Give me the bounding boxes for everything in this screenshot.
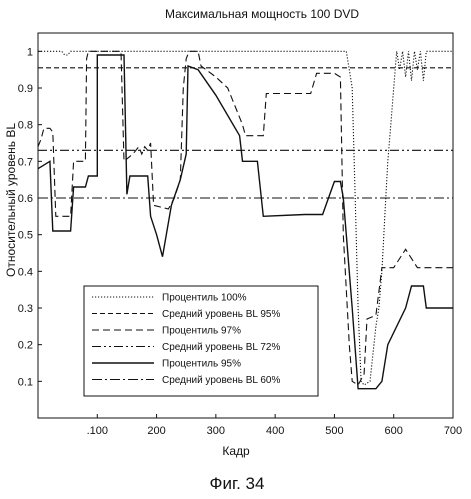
x-tick-label: 300 <box>207 425 225 437</box>
x-tick-label: 400 <box>266 425 284 437</box>
x-tick-label: 600 <box>385 425 403 437</box>
x-tick-label: 700 <box>444 425 462 437</box>
legend-label-4: Средний уровень BL 72% <box>162 342 280 353</box>
chart-title: Максимальная мощность 100 DVD <box>165 7 359 21</box>
figure-caption: Фиг. 34 <box>210 474 265 493</box>
y-tick-label: 0.1 <box>18 376 33 388</box>
y-tick-label: 0.6 <box>18 193 33 205</box>
y-tick-label: 0.8 <box>18 120 33 132</box>
y-tick-label: 0.2 <box>18 340 33 352</box>
x-tick-label: .100 <box>87 425 108 437</box>
y-tick-label: 0.5 <box>18 230 33 242</box>
x-axis-label: Кадр <box>222 444 250 458</box>
legend-label-2: Средний уровень BL 95% <box>162 309 280 320</box>
y-tick-label: 0.3 <box>18 303 33 315</box>
legend-label-6: Средний уровень BL 60% <box>162 375 280 386</box>
y-tick-label: 1 <box>27 46 33 58</box>
y-tick-label: 0.9 <box>18 83 33 95</box>
x-axis-ticks: .100 200 300 400 500 600 700 <box>87 414 463 437</box>
legend-label-5: Процентиль 95% <box>162 359 241 370</box>
legend-label-1: Процентиль 100% <box>162 293 247 304</box>
legend-label-3: Процентиль 97% <box>162 326 241 337</box>
x-tick-label: 500 <box>325 425 343 437</box>
y-tick-label: 0.7 <box>18 156 33 168</box>
y-tick-label: 0.4 <box>18 266 33 278</box>
legend: Процентиль 100% Средний уровень BL 95% Про… <box>84 286 318 396</box>
y-axis-label: Относительный уровень BL <box>4 123 18 277</box>
x-tick-label: 200 <box>147 425 165 437</box>
